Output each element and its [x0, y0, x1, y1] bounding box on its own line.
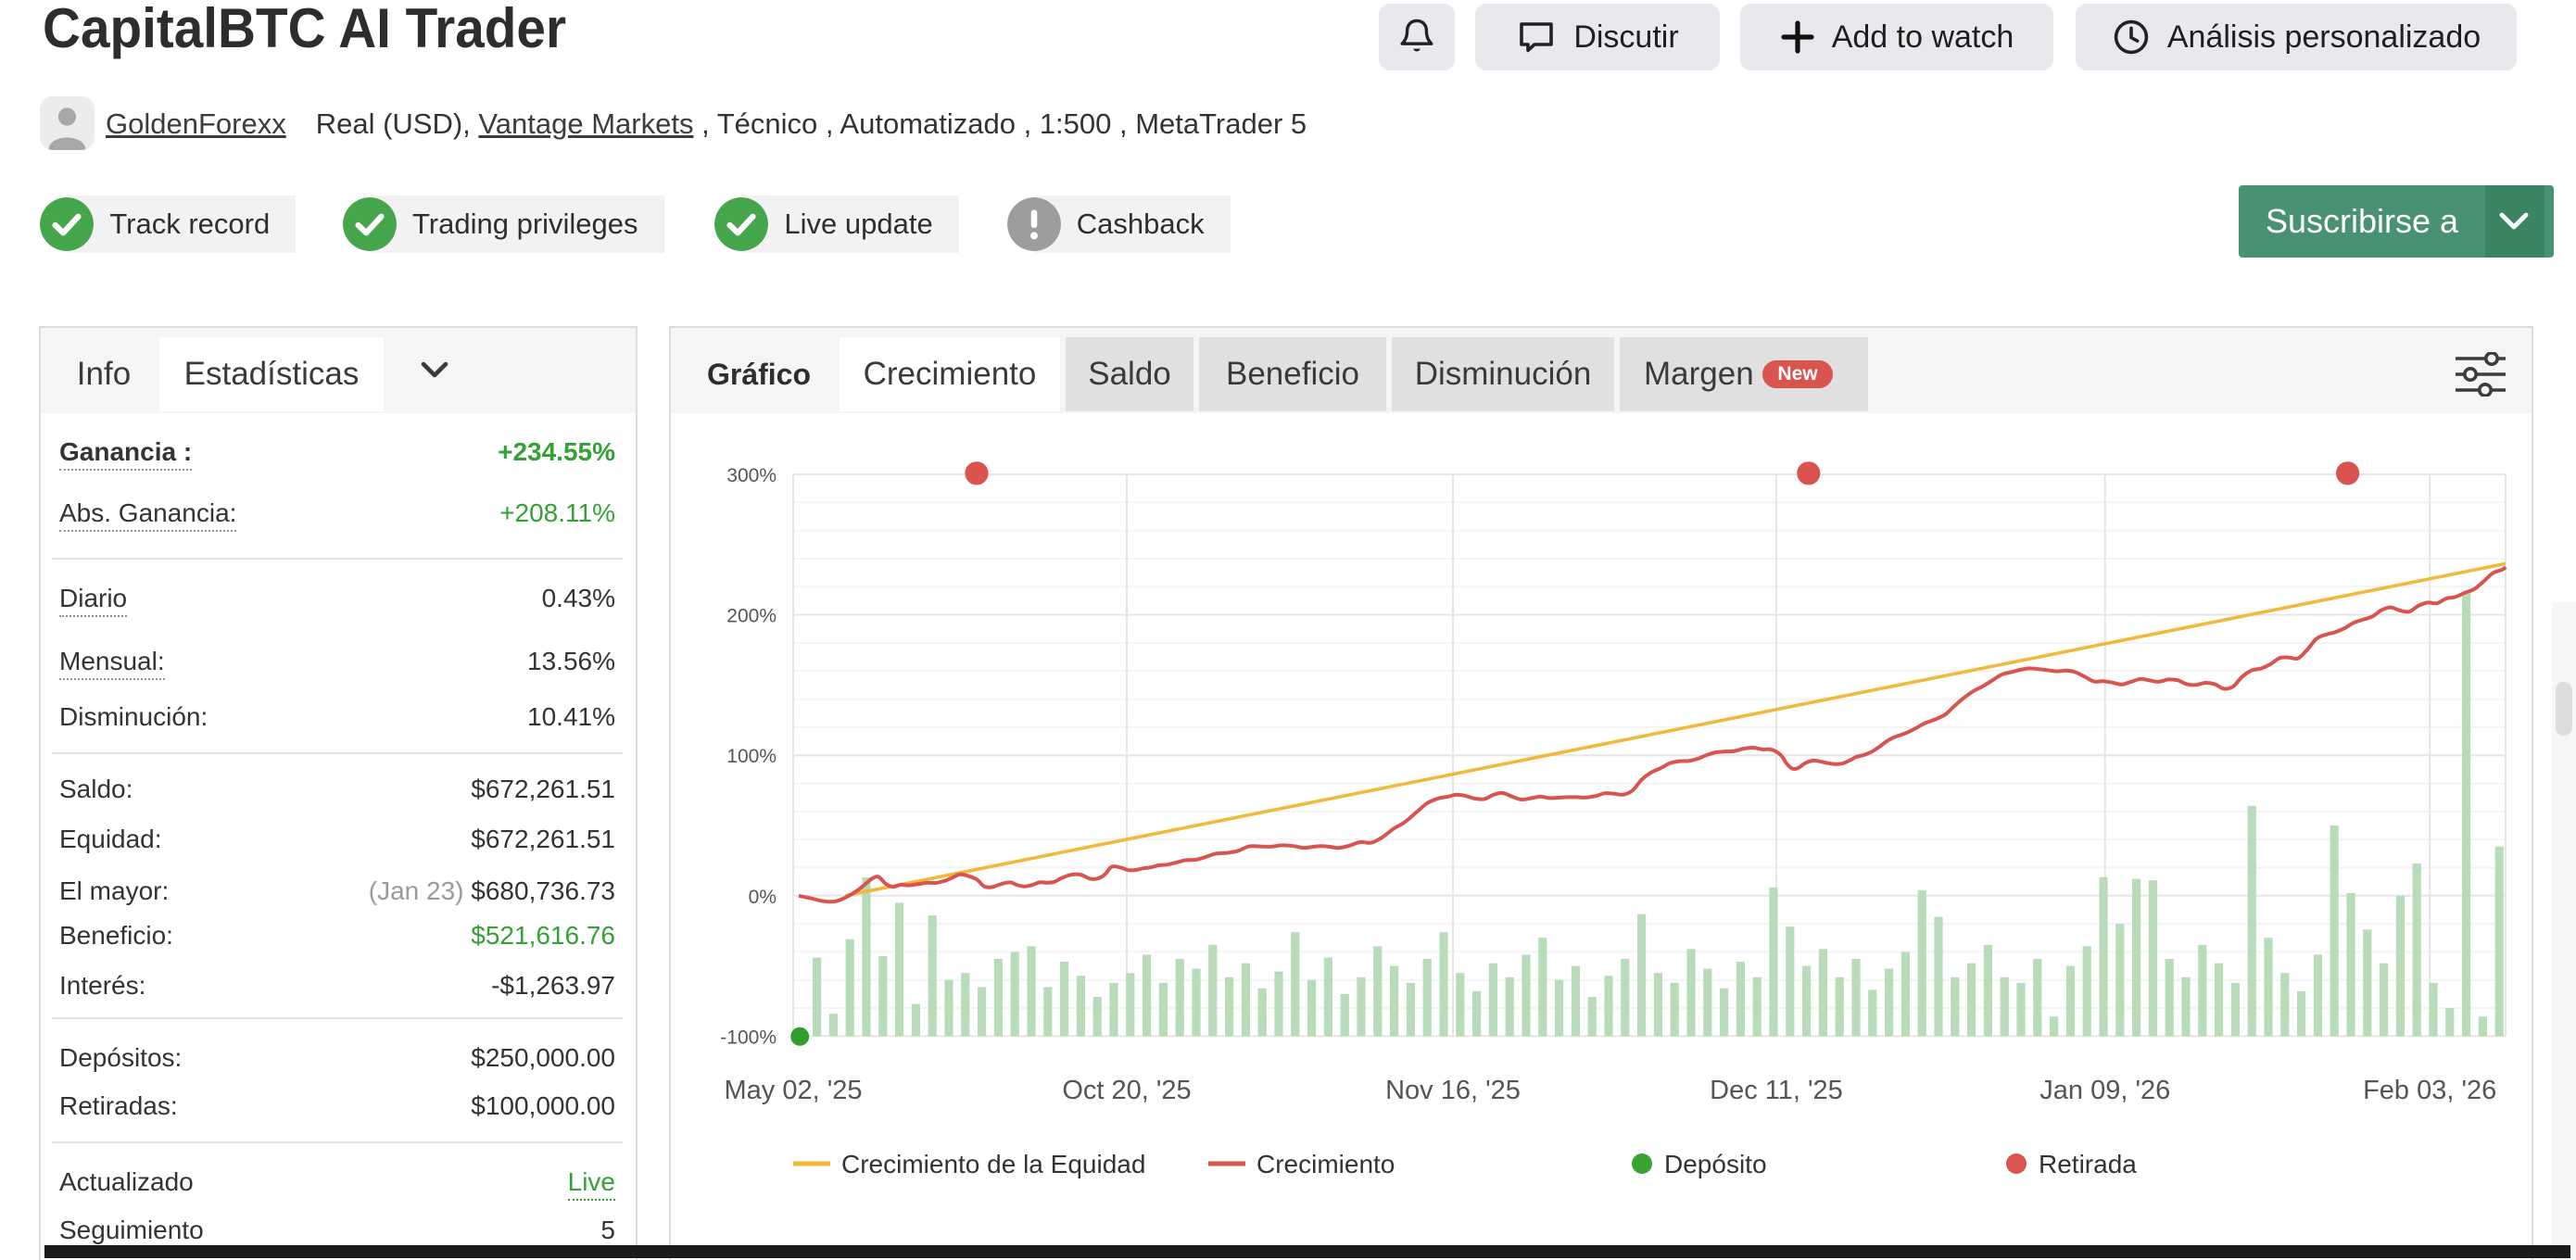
svg-text:Retirada: Retirada [2039, 1150, 2137, 1178]
svg-text:Jan 09, '26: Jan 09, '26 [2039, 1076, 2170, 1105]
svg-text:300%: 300% [726, 465, 777, 486]
svg-text:200%: 200% [726, 606, 777, 627]
svg-text:Dec 11, '25: Dec 11, '25 [1710, 1076, 1843, 1105]
svg-text:May 02, '25: May 02, '25 [724, 1076, 862, 1105]
svg-text:-100%: -100% [720, 1027, 777, 1048]
svg-text:0%: 0% [749, 887, 777, 908]
svg-text:Crecimiento de la Equidad: Crecimiento de la Equidad [841, 1150, 1145, 1178]
svg-text:Feb 03, '26: Feb 03, '26 [2363, 1076, 2496, 1105]
svg-text:Depósito: Depósito [1664, 1150, 1767, 1178]
svg-text:Oct 20, '25: Oct 20, '25 [1062, 1076, 1191, 1105]
svg-text:Crecimiento: Crecimiento [1256, 1150, 1395, 1178]
svg-text:Nov 16, '25: Nov 16, '25 [1385, 1076, 1521, 1105]
svg-text:100%: 100% [726, 746, 777, 767]
